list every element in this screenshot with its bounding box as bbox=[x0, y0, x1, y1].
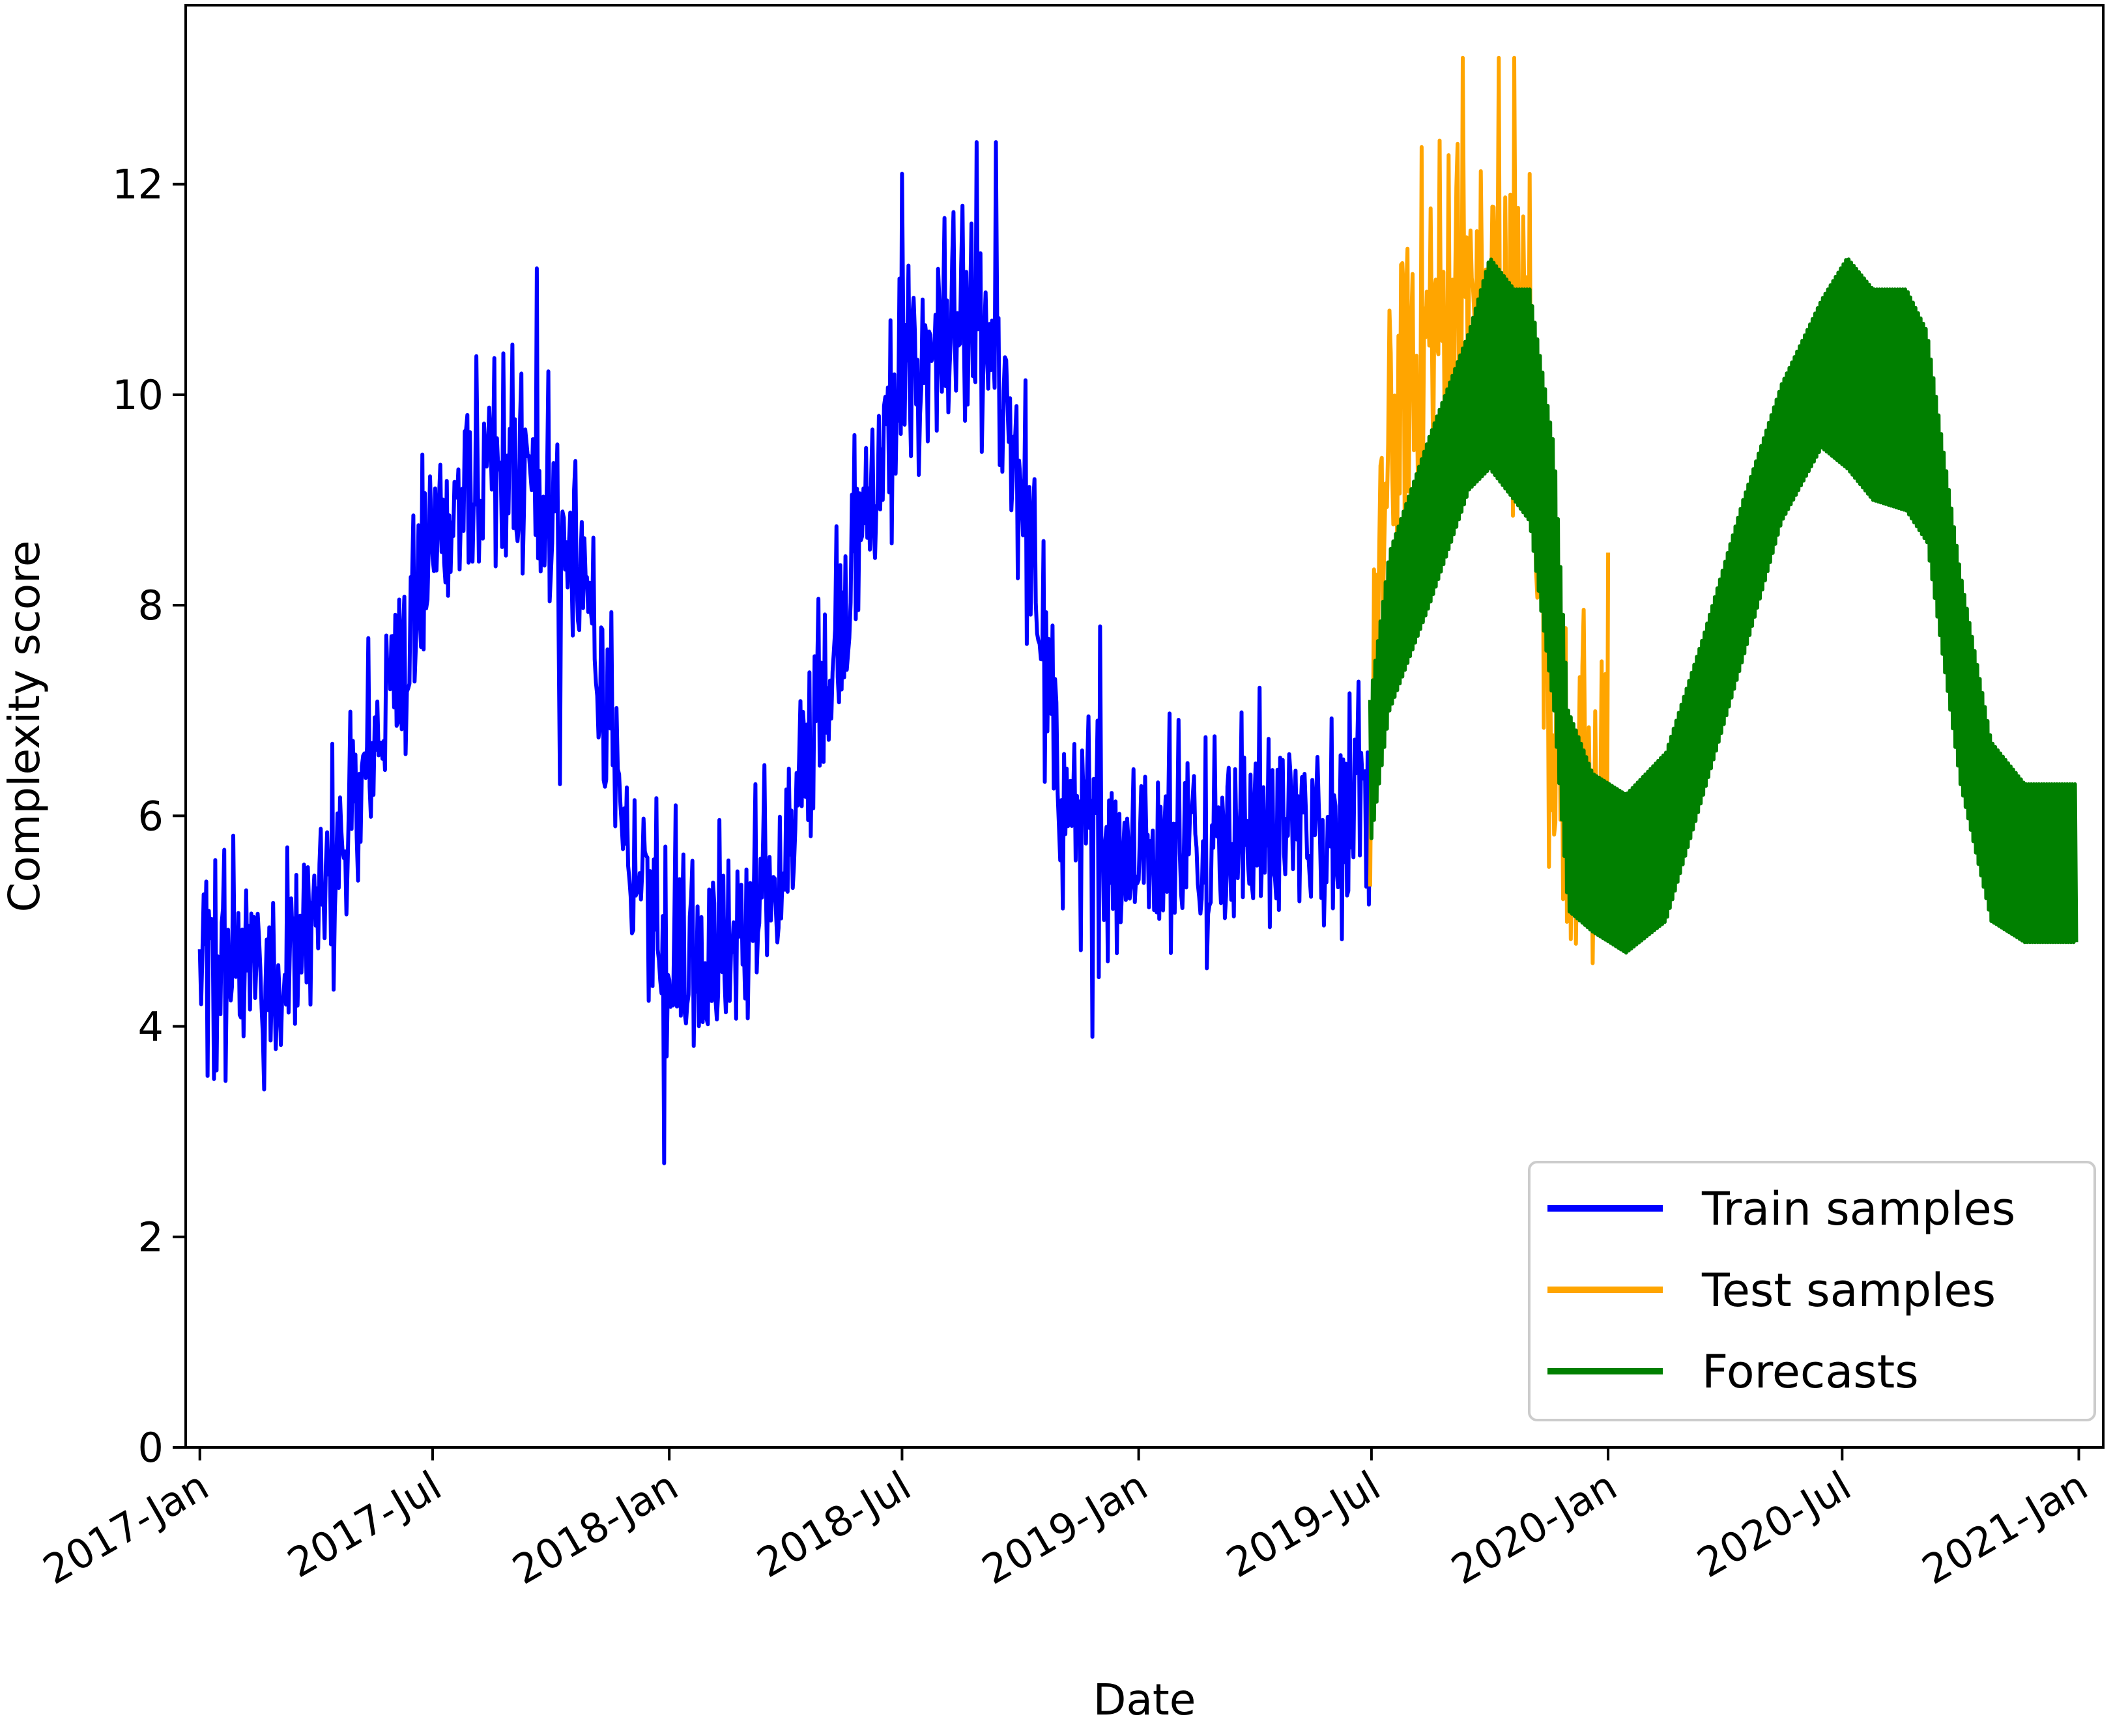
legend-label: Train samples bbox=[1701, 1182, 2015, 1236]
y-tick-label: 12 bbox=[112, 161, 164, 208]
legend-box bbox=[1528, 1161, 2096, 1421]
y-axis-ticks: 0 2 4 6 8 10 12 bbox=[112, 161, 186, 1472]
legend-label: Test samples bbox=[1701, 1264, 1996, 1317]
y-tick-label: 4 bbox=[138, 1003, 164, 1051]
series-line-forecasts bbox=[1368, 257, 2078, 955]
legend-label: Forecasts bbox=[1702, 1345, 1919, 1399]
y-tick-label: 6 bbox=[138, 792, 164, 840]
y-axis-label: Complexity score bbox=[0, 540, 50, 912]
series-line-train-samples bbox=[197, 140, 1372, 1165]
y-tick-label: 8 bbox=[138, 582, 164, 629]
series-layer bbox=[197, 55, 2078, 1165]
y-tick-label: 2 bbox=[138, 1214, 164, 1261]
x-axis-label: Date bbox=[1093, 1675, 1196, 1725]
y-tick-label: 0 bbox=[138, 1424, 164, 1472]
legend: Train samples Test samples Forecasts bbox=[1528, 1161, 2096, 1421]
plot-frame bbox=[184, 4, 2105, 1449]
y-tick-label: 10 bbox=[112, 371, 164, 419]
